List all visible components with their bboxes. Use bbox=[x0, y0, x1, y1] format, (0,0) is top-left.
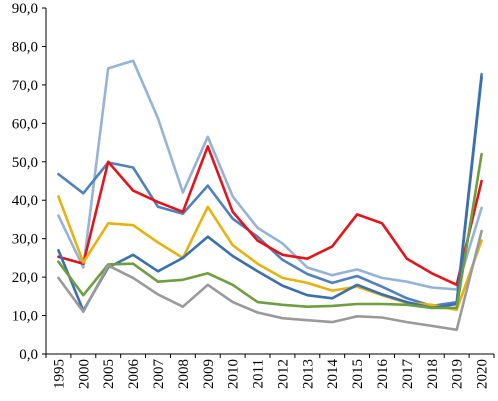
x-tick-label: 2013 bbox=[300, 359, 316, 389]
series-line-7 bbox=[57, 229, 483, 332]
x-tick-label: 2008 bbox=[176, 359, 192, 389]
y-tick-label: 10,0 bbox=[12, 309, 38, 325]
y-tick-label: 80,0 bbox=[12, 39, 38, 55]
series-line-1 bbox=[57, 59, 483, 291]
y-tick-label: 60,0 bbox=[12, 116, 38, 132]
x-tick-label: 2017 bbox=[400, 359, 416, 390]
x-tick-label: 2020 bbox=[475, 359, 491, 389]
x-tick-label: 2009 bbox=[201, 359, 217, 389]
y-tick-label: 30,0 bbox=[12, 232, 38, 248]
x-tick-label: 2018 bbox=[425, 359, 441, 389]
series-line-4 bbox=[57, 195, 483, 312]
x-tick-label: 2005 bbox=[101, 359, 117, 389]
x-tick-label: 2010 bbox=[226, 359, 242, 389]
series-line-3 bbox=[57, 145, 483, 287]
y-tick-label: 90,0 bbox=[12, 1, 38, 17]
x-tick-label: 1995 bbox=[51, 359, 67, 389]
y-tick-label: 20,0 bbox=[12, 270, 38, 286]
x-tick-label: 2016 bbox=[375, 359, 391, 390]
y-axis: 0,0 10,0 20,0 30,0 40,0 50,0 60,0 70,0 80,0 90,0 bbox=[12, 1, 47, 363]
x-tick-label: 2006 bbox=[126, 359, 142, 390]
x-tick-label: 2011 bbox=[251, 359, 267, 388]
x-tick-label: 2012 bbox=[275, 359, 291, 389]
x-axis: 1995 2000 2005 2006 2007 2008 2009 2010 2011 2012… bbox=[45, 353, 495, 390]
x-tick-label: 2019 bbox=[450, 359, 466, 389]
y-tick-label: 70,0 bbox=[12, 78, 38, 94]
series-line-6 bbox=[57, 152, 483, 310]
x-tick-label: 2015 bbox=[350, 359, 366, 389]
x-tick-label: 2014 bbox=[325, 359, 341, 390]
series-group bbox=[57, 59, 483, 332]
series-line-5 bbox=[57, 75, 483, 312]
x-tick-label: 2007 bbox=[151, 359, 167, 390]
y-tick-label: 0,0 bbox=[19, 347, 38, 363]
y-tick-label: 50,0 bbox=[12, 155, 38, 171]
x-tick-label: 2000 bbox=[76, 359, 92, 389]
y-tick-label: 40,0 bbox=[12, 193, 38, 209]
